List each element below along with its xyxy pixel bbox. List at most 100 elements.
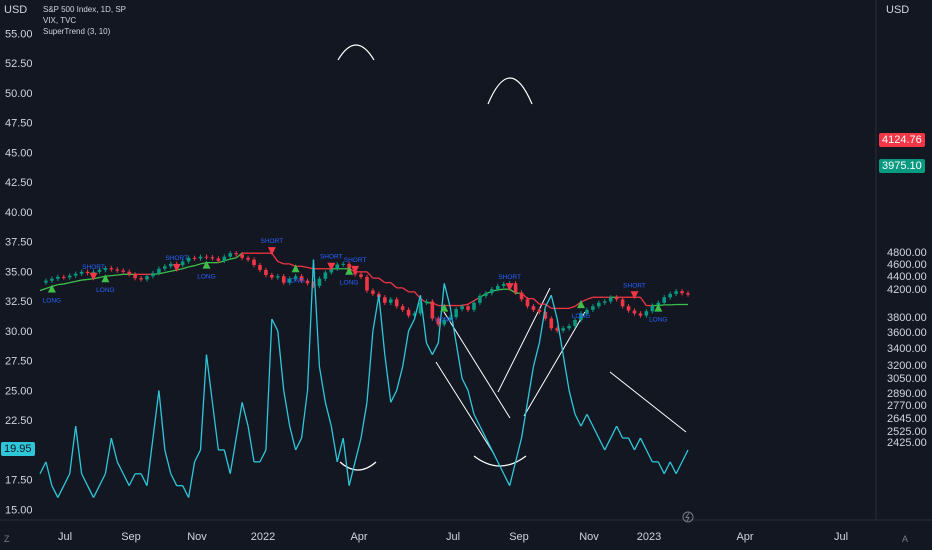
- candle-body: [157, 268, 161, 274]
- right-axis-tick-label: 3050.00: [887, 373, 927, 385]
- candle-body: [168, 263, 173, 267]
- supertrend-segment: [378, 277, 386, 284]
- candle-body: [50, 278, 54, 281]
- right-axis-tick-label: 3400.00: [887, 343, 927, 355]
- left-axis-tick-label: 45.00: [5, 147, 33, 159]
- vix-segment: [348, 461, 356, 486]
- candle-body: [406, 309, 411, 316]
- vix-segment: [378, 295, 386, 355]
- supertrend-segment: [188, 265, 195, 268]
- short-signal-arrow: [327, 262, 336, 271]
- candle-body: [448, 317, 453, 320]
- candle-body: [216, 258, 221, 261]
- supertrend-segment: [164, 270, 171, 274]
- candle-body: [531, 306, 536, 310]
- vix-segment: [562, 354, 570, 391]
- left-axis-tick-label: 35.00: [5, 266, 33, 278]
- vix-segment: [503, 473, 511, 486]
- vix-segment: [312, 259, 321, 367]
- candle-body: [180, 261, 185, 266]
- vix-segment: [598, 437, 606, 451]
- vix-segment: [657, 461, 665, 475]
- signal-markers: LONG SHORT LONG SHORT LONG SHORT LONG SHORT LONG…: [43, 238, 668, 323]
- candle-body: [513, 283, 518, 293]
- candle-body: [442, 319, 447, 325]
- long-signal-arrow: [101, 274, 110, 283]
- vix-segment: [128, 473, 136, 486]
- supertrend-segment: [509, 288, 516, 294]
- vix-segment: [92, 485, 101, 498]
- supertrend-segment: [69, 280, 76, 284]
- vix-segment: [306, 259, 315, 391]
- candle-body: [73, 273, 78, 276]
- candle-body: [597, 302, 601, 307]
- candle-body: [490, 289, 494, 294]
- vix-segment: [574, 413, 582, 427]
- left-axis-tick-label: 15.00: [5, 504, 33, 516]
- candle-body: [311, 283, 316, 286]
- vix-segment: [75, 426, 83, 474]
- vix-segment: [384, 354, 392, 403]
- vix-segment: [390, 390, 398, 403]
- symbol-line[interactable]: S&P 500 Index, 1D, SP: [43, 5, 127, 14]
- vix-segment: [152, 390, 160, 439]
- vix-segment: [580, 413, 588, 427]
- left-axis-tick-label: 52.50: [5, 58, 33, 70]
- candle-body: [608, 297, 613, 302]
- vix-segment: [205, 354, 214, 403]
- vix-segment: [211, 402, 219, 451]
- supertrend-segment: [117, 273, 124, 276]
- vix-segment: [431, 342, 439, 356]
- vix-segment: [485, 437, 493, 451]
- timezone-icon[interactable]: Z: [4, 534, 10, 544]
- long-signal-arrow: [345, 266, 354, 275]
- candle-body: [555, 328, 560, 331]
- supertrend-segment: [532, 298, 540, 305]
- vix-segment: [182, 485, 190, 498]
- auto-scale-icon[interactable]: A: [902, 534, 909, 544]
- time-axis-tick-label: Apr: [736, 531, 753, 543]
- long-signal-arrow: [291, 264, 300, 273]
- time-axis[interactable]: Jul Sep Nov 2022 Apr Jul Sep Nov 2023 Apr Jul: [58, 531, 848, 543]
- candle-body: [56, 276, 60, 279]
- vix-segment: [467, 390, 475, 415]
- candle-body: [91, 271, 96, 274]
- replay-icon[interactable]: [682, 511, 694, 523]
- time-axis-tick-label: Sep: [509, 531, 529, 543]
- vix-segment: [187, 461, 196, 498]
- short-signal-arrow: [267, 247, 276, 256]
- candle-body: [275, 276, 280, 278]
- candle-body: [602, 301, 607, 303]
- short-signal-label: SHORT: [498, 274, 521, 281]
- candle-body: [650, 305, 655, 312]
- supertrend-segment: [497, 288, 504, 291]
- vix-segment: [223, 449, 231, 474]
- candle-body: [145, 276, 149, 280]
- vix-segment: [158, 390, 166, 451]
- candle-body: [228, 253, 233, 257]
- vix-segment: [193, 449, 202, 463]
- vix-segment: [610, 425, 618, 439]
- vix-segment: [372, 295, 380, 332]
- candle-body: [472, 302, 476, 310]
- left-price-axis[interactable]: 55.00 52.50 50.00 47.50 45.00 42.50 40.00 37.50…: [5, 28, 33, 516]
- long-signal-label: LONG: [43, 298, 61, 305]
- long-signal-label: LONG: [435, 317, 453, 324]
- vix-line[interactable]: VIX, TVC: [43, 16, 77, 25]
- vix-segment: [330, 426, 338, 462]
- vix-segment: [550, 295, 558, 320]
- vix-segment: [396, 366, 404, 391]
- supertrend-line[interactable]: SuperTrend (3, 10): [43, 27, 111, 36]
- left-axis-tick-label: 47.50: [5, 118, 33, 130]
- long-signal-label: LONG: [340, 280, 358, 287]
- short-signal-arrow: [89, 272, 98, 281]
- candle-body: [85, 271, 90, 274]
- vix-segment: [342, 437, 350, 486]
- vix-segment: [681, 449, 689, 463]
- right-axis-tick-label: 2890.00: [887, 388, 927, 400]
- supertrend-last-price-tag: 3975.10: [879, 159, 925, 173]
- short-signal-arrow: [505, 283, 514, 292]
- supertrend-segment: [87, 278, 94, 281]
